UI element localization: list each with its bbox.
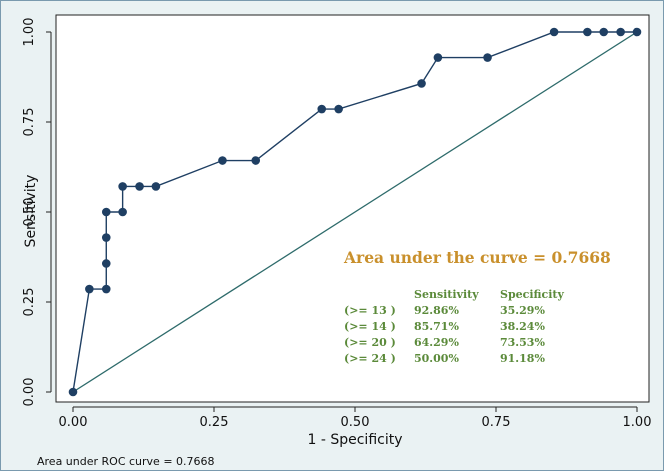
table-row-specificity: 91.18%: [500, 352, 545, 365]
table-row-specificity: 35.29%: [500, 304, 545, 317]
table-header-sensitivity: Sensitivity: [414, 288, 479, 301]
x-tick-label: 0.00: [59, 415, 88, 430]
table-header-specificity: Specificity: [500, 288, 564, 301]
roc-points: [68, 27, 642, 397]
roc-curve-line: [72, 31, 637, 393]
y-tick-label: 0.25: [22, 288, 37, 317]
roc-point: [483, 53, 492, 62]
y-tick-label: 0.00: [22, 378, 37, 407]
roc-point: [632, 27, 642, 37]
roc-point: [599, 27, 609, 37]
x-axis-title: 1 - Specificity: [307, 432, 402, 448]
y-axis-title: Sensitivity: [23, 175, 39, 248]
roc-point: [251, 156, 261, 165]
roc-point: [101, 207, 111, 217]
roc-point: [151, 182, 161, 191]
plot-area: [55, 14, 650, 403]
roc-point: [616, 27, 625, 37]
roc-point: [218, 156, 227, 165]
roc-point: [135, 182, 144, 191]
roc-point: [101, 233, 111, 242]
table-row-sensitivity: 50.00%: [414, 352, 459, 365]
auc-footnote: Area under ROC curve = 0.7668: [37, 455, 215, 468]
x-tick-label: 0.25: [200, 415, 229, 430]
y-tick-label: 0.75: [22, 108, 37, 137]
x-ticks: 0.00 0.25 0.50 0.75 1.00: [59, 407, 652, 430]
table-row-sensitivity: 85.71%: [414, 320, 459, 333]
x-tick-label: 1.00: [623, 415, 652, 430]
x-tick-label: 0.50: [341, 415, 370, 430]
roc-point: [85, 284, 94, 294]
table-row-specificity: 73.53%: [500, 336, 545, 349]
roc-point: [101, 259, 111, 268]
roc-point: [583, 27, 592, 37]
table-row-cutoff: (>= 14 ): [344, 320, 396, 333]
y-tick-label: 0.50: [22, 198, 37, 227]
table-row-specificity: 38.24%: [500, 320, 545, 333]
y-tick-label: 1.00: [22, 18, 37, 47]
roc-point: [118, 207, 127, 217]
x-tick-label: 0.75: [482, 415, 511, 430]
roc-point: [334, 104, 343, 114]
table-row-cutoff: (>= 20 ): [344, 336, 396, 349]
roc-point: [549, 27, 559, 37]
roc-point: [68, 387, 78, 397]
reference-diagonal-line: [72, 31, 638, 393]
roc-point: [433, 53, 443, 62]
roc-point: [118, 182, 127, 191]
roc-point: [101, 284, 111, 294]
roc-point: [317, 104, 327, 114]
table-row-cutoff: (>= 24 ): [344, 352, 396, 365]
roc-point: [417, 79, 426, 88]
table-row-sensitivity: 92.86%: [414, 304, 459, 317]
table-row-sensitivity: 64.29%: [414, 336, 459, 349]
table-row-cutoff: (>= 13 ): [344, 304, 396, 317]
auc-title: Area under the curve = 0.7668: [343, 248, 611, 267]
y-ticks: 0.00 0.25 0.50 0.75 1.00: [22, 18, 51, 407]
